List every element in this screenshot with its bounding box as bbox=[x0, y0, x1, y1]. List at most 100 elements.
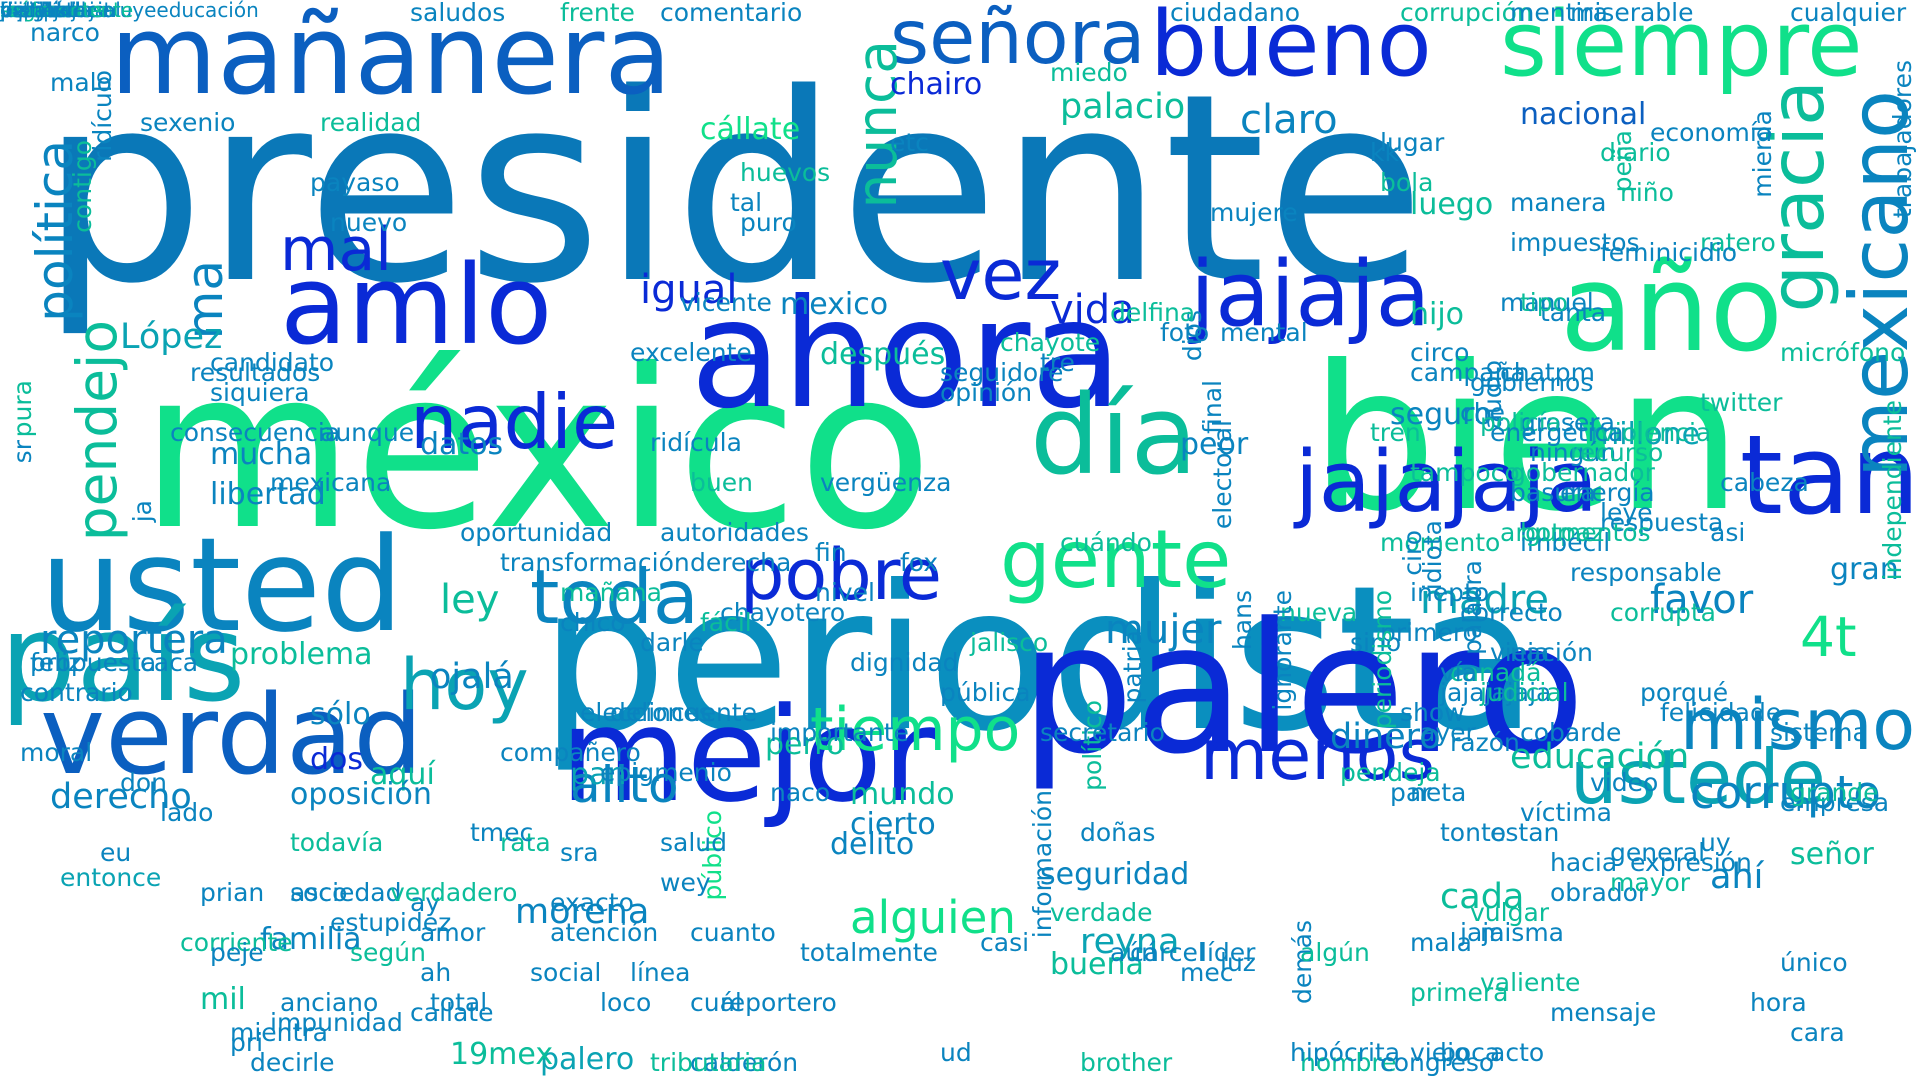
cloud-word: sexenio bbox=[140, 108, 236, 137]
cloud-word: según bbox=[350, 938, 426, 967]
cloud-word: contrario bbox=[20, 678, 133, 707]
cloud-word: feminicidio bbox=[1600, 238, 1738, 267]
cloud-word: realidad bbox=[320, 108, 422, 137]
cloud-word: tan bbox=[1739, 411, 1920, 539]
cloud-word: personal bbox=[0, 0, 87, 22]
cloud-word: fraude bbox=[0, 0, 66, 22]
cloud-word: nadie bbox=[410, 378, 619, 466]
cloud-word: foto bbox=[1160, 318, 1210, 347]
cloud-word: chayote bbox=[1000, 328, 1101, 357]
cloud-word: jaja bbox=[1460, 918, 1505, 947]
cloud-word: chico bbox=[560, 608, 626, 637]
cloud-word: aún bbox=[1110, 938, 1158, 967]
cloud-word: valiente bbox=[1480, 968, 1581, 997]
cloud-word: impunidad bbox=[270, 1008, 403, 1037]
cloud-word: oportunidad bbox=[460, 518, 613, 547]
cloud-word: delincuente bbox=[610, 698, 757, 727]
cloud-word: ridículo bbox=[88, 70, 117, 162]
cloud-word: año bbox=[1560, 240, 1784, 379]
cloud-word: ay bbox=[410, 888, 441, 917]
cloud-word: derecho bbox=[50, 777, 192, 817]
cloud-word: porqué bbox=[1640, 678, 1729, 707]
cloud-word: periodista bbox=[540, 543, 1538, 776]
cloud-word: prian bbox=[200, 878, 265, 907]
cloud-word: recurso bbox=[1570, 438, 1664, 467]
cloud-word: nivel bbox=[815, 578, 875, 607]
cloud-word: traidor bbox=[0, 0, 68, 22]
cloud-word: ahora bbox=[690, 268, 1123, 442]
cloud-word: corrupto bbox=[1690, 766, 1881, 819]
cloud-word: nuevo bbox=[330, 208, 408, 237]
cloud-word: cobarde bbox=[1520, 718, 1622, 747]
cloud-word: chayotero bbox=[720, 598, 846, 627]
cloud-word: atención bbox=[550, 918, 659, 947]
cloud-word: vieja bbox=[1490, 638, 1550, 667]
cloud-word: uy bbox=[1700, 828, 1731, 857]
cloud-word: paz bbox=[1560, 518, 1605, 547]
cloud-word: entonce bbox=[60, 863, 162, 892]
cloud-word: moral bbox=[20, 738, 93, 767]
cloud-word: trabajadores bbox=[1888, 60, 1917, 219]
cloud-word: mañanera bbox=[110, 0, 672, 119]
cloud-word: vulgar bbox=[1470, 898, 1550, 927]
cloud-word: gente bbox=[1000, 513, 1232, 606]
cloud-word: congreso bbox=[1380, 1048, 1495, 1077]
cloud-word: show bbox=[1400, 698, 1465, 727]
cloud-word: menos bbox=[1200, 714, 1435, 796]
cloud-word: manuel bbox=[1500, 288, 1594, 317]
cloud-word: callate bbox=[410, 998, 494, 1027]
cloud-word: hombre bbox=[1300, 1048, 1397, 1077]
cloud-word: patria bbox=[1118, 630, 1147, 704]
cloud-word: tampoco bbox=[1410, 458, 1520, 487]
cloud-word: único bbox=[1780, 948, 1848, 977]
cloud-word: ningún bbox=[1530, 438, 1617, 467]
cloud-word: gobernador bbox=[1510, 458, 1655, 487]
cloud-word: primero bbox=[1380, 618, 1478, 647]
cloud-word: amor bbox=[420, 918, 486, 947]
cloud-word: buen bbox=[690, 468, 753, 497]
cloud-word: caca bbox=[140, 648, 199, 677]
cloud-word: nunca bbox=[845, 40, 909, 209]
cloud-word: algún bbox=[1300, 938, 1370, 967]
cloud-word: acto bbox=[1490, 1038, 1545, 1067]
cloud-word: corriente bbox=[180, 928, 293, 957]
cloud-word: comentario bbox=[660, 0, 803, 27]
cloud-word: periodismo bbox=[1368, 590, 1397, 730]
cloud-word: mensaje bbox=[1550, 998, 1657, 1027]
cloud-word: responsable bbox=[1570, 558, 1722, 587]
cloud-word: cara bbox=[1790, 1018, 1845, 1047]
cloud-word: final bbox=[1198, 380, 1227, 434]
cloud-word: ja bbox=[128, 500, 157, 523]
cloud-word: igual bbox=[640, 267, 738, 313]
cloud-word: nacional bbox=[1520, 97, 1647, 132]
cloud-word: twitter bbox=[1700, 388, 1783, 417]
cloud-word: cualquier bbox=[1790, 0, 1907, 27]
cloud-word: dignidad bbox=[850, 648, 959, 677]
cloud-word: micrófono bbox=[1780, 338, 1906, 367]
cloud-word: pública bbox=[940, 678, 1031, 707]
cloud-word: reportera bbox=[40, 617, 228, 663]
cloud-word: pronto bbox=[0, 0, 66, 22]
cloud-word: toda bbox=[530, 553, 699, 641]
cloud-word: frente bbox=[560, 0, 635, 27]
cloud-word: presidencia bbox=[0, 0, 116, 22]
cloud-word: niño bbox=[1620, 178, 1674, 207]
cloud-word: resultados bbox=[190, 358, 321, 387]
cloud-word: ley bbox=[440, 577, 500, 623]
cloud-word: tre bbox=[1040, 348, 1075, 377]
cloud-word: independiente bbox=[1878, 400, 1907, 581]
cloud-word: brother bbox=[1080, 1048, 1173, 1077]
cloud-word: secretario bbox=[1040, 718, 1165, 747]
cloud-word: bot bbox=[1520, 518, 1561, 547]
cloud-word: mexicana bbox=[270, 468, 392, 497]
cloud-word: libertad bbox=[210, 477, 326, 512]
cloud-word: chairo bbox=[890, 67, 983, 102]
cloud-word: dinero bbox=[1330, 717, 1441, 757]
cloud-word: elecciones bbox=[580, 698, 712, 727]
cloud-word: grosera bbox=[1520, 408, 1615, 437]
cloud-word: electoral bbox=[1208, 420, 1237, 530]
cloud-word: aquí bbox=[370, 757, 435, 792]
cloud-word: bueno bbox=[1150, 0, 1432, 97]
cloud-word: vergonzoso bbox=[0, 0, 116, 22]
cloud-word: etc bbox=[890, 128, 929, 157]
